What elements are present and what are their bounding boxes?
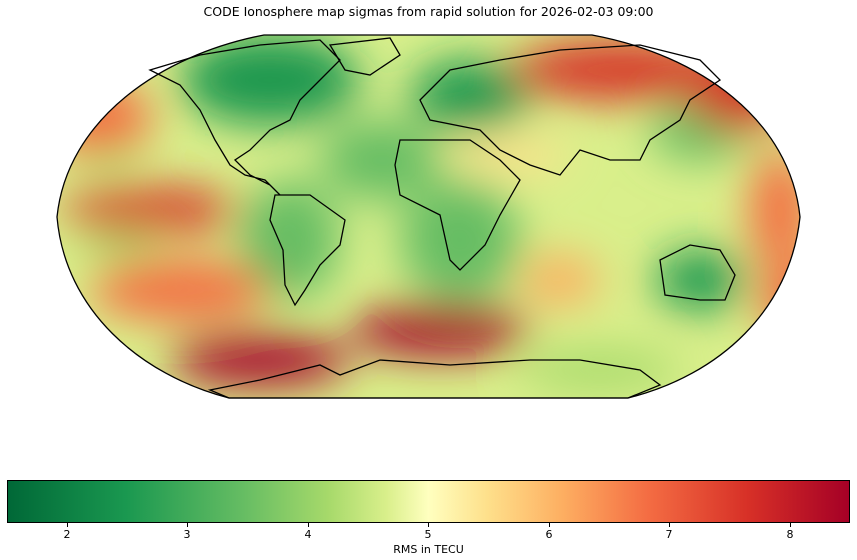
australia-outline <box>659 244 736 301</box>
south-america-outline <box>269 194 346 307</box>
colorbar-tick <box>669 523 670 527</box>
colorbar <box>7 480 850 523</box>
colorbar-label: RMS in TECU <box>393 543 464 556</box>
colorbar-tick-label: 6 <box>545 528 553 541</box>
north-america-outline <box>148 39 341 196</box>
colorbar-tick-label: 7 <box>665 528 673 541</box>
colorbar-tick-label: 2 <box>63 528 71 541</box>
colorbar-tick <box>67 523 68 527</box>
colorbar-tick-label: 5 <box>424 528 432 541</box>
colorbar-tick <box>308 523 309 527</box>
africa-outline <box>394 139 521 271</box>
map-title: CODE Ionosphere map sigmas from rapid so… <box>203 4 654 19</box>
coastlines <box>56 34 801 399</box>
colorbar-tick <box>187 523 188 527</box>
colorbar-tick <box>790 523 791 527</box>
colorbar-tick-label: 8 <box>786 528 794 541</box>
eurasia-outline <box>419 44 722 176</box>
colorbar-tick <box>428 523 429 527</box>
colorbar-tick-label: 4 <box>304 528 312 541</box>
globe-border <box>56 34 801 399</box>
colorbar-tick-label: 3 <box>183 528 191 541</box>
sigma-field <box>57 35 800 398</box>
ionosphere-map <box>56 34 801 399</box>
greenland-outline <box>328 37 401 76</box>
colorbar-tick <box>549 523 550 527</box>
